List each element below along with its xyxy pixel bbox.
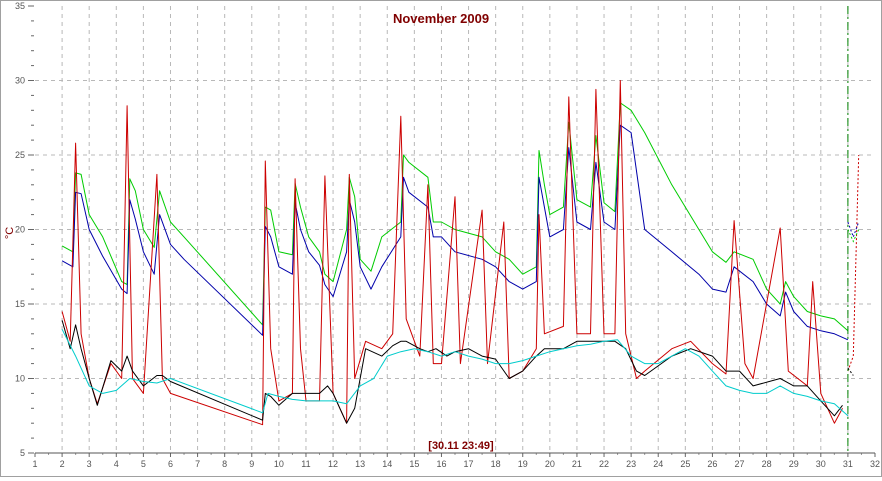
y-tick-label: 15 bbox=[15, 299, 25, 309]
x-tick-label: 8 bbox=[222, 459, 227, 469]
forecast-line-3 bbox=[847, 229, 860, 243]
chart-title: November 2009 bbox=[393, 11, 489, 26]
x-tick-label: 19 bbox=[518, 459, 528, 469]
cursor-label: [30.11 23:49] bbox=[428, 440, 494, 452]
x-tick-label: 29 bbox=[789, 459, 799, 469]
x-tick-label: 11 bbox=[301, 459, 310, 469]
x-tick-label: 17 bbox=[464, 459, 474, 469]
x-tick-label: 24 bbox=[653, 459, 663, 469]
y-tick-label: 20 bbox=[15, 225, 25, 235]
x-tick-label: 18 bbox=[491, 459, 501, 469]
x-tick-label: 12 bbox=[328, 459, 338, 469]
x-tick-label: 14 bbox=[382, 459, 392, 469]
x-tick-label: 27 bbox=[735, 459, 745, 469]
x-tick-label: 3 bbox=[87, 459, 92, 469]
y-tick-label: 5 bbox=[20, 448, 25, 458]
x-tick-label: 6 bbox=[168, 459, 173, 469]
x-tick-label: 2 bbox=[60, 459, 65, 469]
x-tick-label: 7 bbox=[195, 459, 200, 469]
x-tick-label: 16 bbox=[436, 459, 446, 469]
x-tick-label: 20 bbox=[545, 459, 555, 469]
series-line-3 bbox=[61, 80, 843, 426]
series-line-2 bbox=[61, 124, 849, 341]
x-tick-label: 30 bbox=[816, 459, 826, 469]
x-tick-label: 4 bbox=[114, 459, 119, 469]
axis-layer: 1 2 3 4 5 6 7 8 9 10 11 12 13 14 15 16 17 18 19 20 21 22 23 24 2… bbox=[15, 1, 880, 469]
forecast-line-2 bbox=[847, 221, 860, 239]
x-tick-label: 31 bbox=[843, 459, 853, 469]
series-line-5 bbox=[61, 329, 849, 417]
y-tick-label: 35 bbox=[15, 1, 25, 11]
x-tick-label: 1 bbox=[32, 459, 37, 469]
x-tick-label: 15 bbox=[409, 459, 419, 469]
x-tick-label: 28 bbox=[762, 459, 772, 469]
forecast-line-1 bbox=[847, 154, 860, 372]
x-tick-label: 21 bbox=[572, 459, 582, 469]
x-tick-label: 5 bbox=[141, 459, 146, 469]
y-tick-label: 10 bbox=[15, 374, 25, 384]
x-tick-label: 22 bbox=[599, 459, 609, 469]
y-tick-label: 30 bbox=[15, 76, 25, 86]
x-tick-label: 9 bbox=[249, 459, 254, 469]
x-tick-label: 10 bbox=[274, 459, 284, 469]
y-axis-label: °C bbox=[4, 227, 16, 239]
x-tick-label: 13 bbox=[355, 459, 365, 469]
x-tick-label: 25 bbox=[680, 459, 690, 469]
series-line-4 bbox=[61, 320, 843, 424]
y-tick-label: 25 bbox=[15, 150, 25, 160]
forecast-line-4 bbox=[847, 367, 854, 376]
x-tick-label: 23 bbox=[626, 459, 636, 469]
series-layer bbox=[61, 6, 860, 453]
x-tick-label: 26 bbox=[707, 459, 717, 469]
x-tick-label: 32 bbox=[870, 459, 880, 469]
